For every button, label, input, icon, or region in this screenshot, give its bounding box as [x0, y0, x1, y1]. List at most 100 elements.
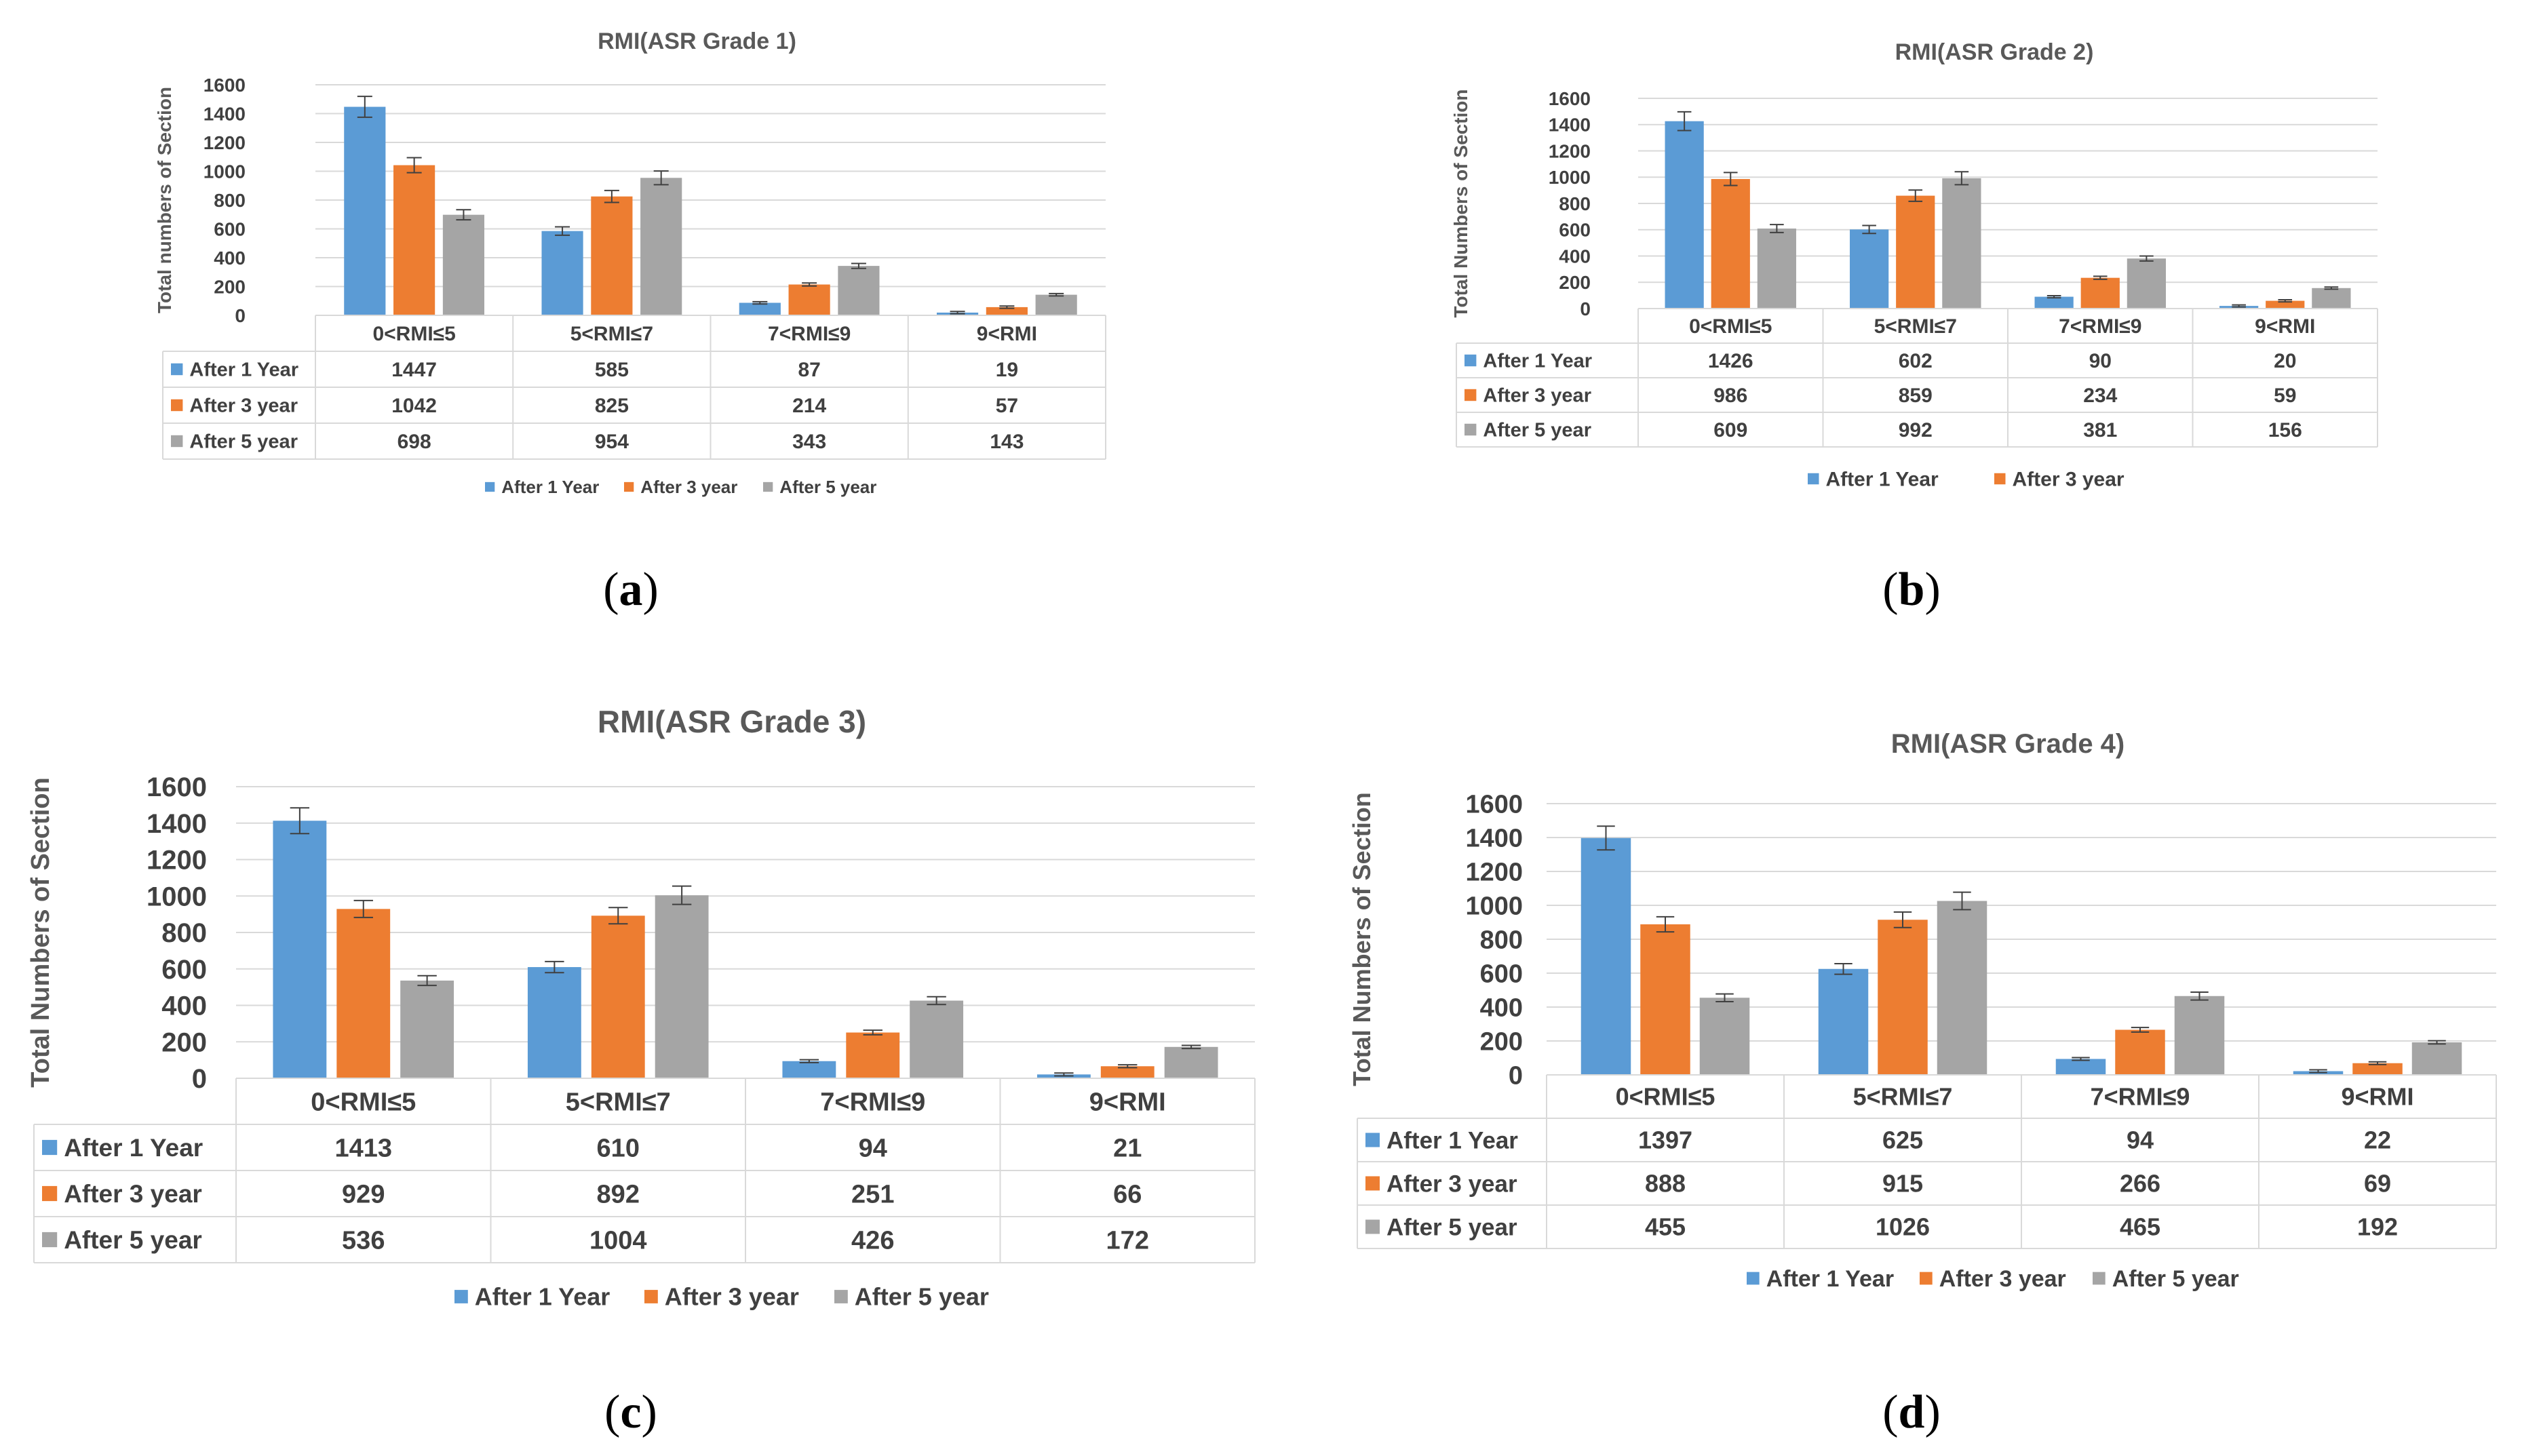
- caption-c: (c): [563, 1389, 699, 1436]
- chart-b-bar: [2034, 296, 2074, 309]
- chart-a-error-bar: [752, 300, 768, 305]
- chart-a-table-cell: 585: [595, 359, 629, 381]
- chart-b-table-cell: 859: [1899, 385, 1933, 407]
- chart-a-ytick-label: 0: [235, 305, 246, 326]
- chart-d-legend-swatch: [2093, 1272, 2106, 1285]
- chart-a-row-label: After 1 Year: [189, 359, 298, 381]
- chart-b-row-label: After 1 Year: [1483, 351, 1592, 372]
- chart-b-title: RMI(ASR Grade 2): [1895, 39, 2094, 65]
- chart-b-error-bar: [2046, 295, 2061, 299]
- chart-a-bar: [541, 231, 583, 315]
- chart-a-legend-swatch: [624, 481, 634, 492]
- chart-d-table-cell: 1026: [1876, 1213, 1930, 1241]
- chart-b-legend-label: After 1 Year: [1826, 469, 1939, 491]
- chart-a-ytick-label: 1600: [203, 75, 246, 96]
- chart-c-bar: [846, 1032, 900, 1078]
- chart-d-bar: [2115, 1029, 2165, 1075]
- chart-d-table-cell: 625: [1882, 1126, 1923, 1154]
- chart-d-error-bar: [2368, 1061, 2387, 1065]
- chart-d-table-cell: 465: [2120, 1213, 2160, 1241]
- chart-a-table-cell: 1042: [391, 395, 437, 417]
- chart-a-table-cell: 214: [792, 395, 826, 417]
- chart-c-row-swatch: [42, 1185, 58, 1202]
- chart-c-legend-swatch: [454, 1290, 468, 1303]
- chart-d-bar: [1580, 838, 1631, 1075]
- chart-a-error-bar: [456, 209, 471, 221]
- chart-c-error-bar: [1118, 1064, 1138, 1069]
- chart-a-bar: [393, 165, 435, 315]
- chart-b-row-label: After 3 year: [1483, 385, 1591, 407]
- chart-a-ytick-label: 600: [214, 218, 246, 239]
- chart-a-table-cell: 343: [792, 431, 826, 453]
- chart-d-bar: [2352, 1063, 2403, 1075]
- chart-d-category-label: 5<RMI≤7: [1853, 1083, 1953, 1111]
- chart-a-error-bar: [1049, 292, 1064, 297]
- chart-a-bar: [788, 284, 830, 315]
- caption-b-close: ): [1924, 564, 1941, 616]
- chart-b-category-label: 9<RMI: [2255, 315, 2315, 338]
- chart-b-legend-label: After 3 year: [2013, 469, 2125, 491]
- chart-c-ytick-label: 1200: [147, 846, 207, 875]
- chart-b-table-cell: 234: [2083, 385, 2117, 407]
- chart-b-ytick-label: 0: [1580, 298, 1591, 319]
- chart-b-svg: RMI(ASR Grade 2) Total Numbers of Section…: [1450, 39, 2378, 491]
- chart-b-ytick-label: 1600: [1549, 88, 1591, 109]
- chart-d-error-bar: [1715, 993, 1734, 1002]
- chart-a-error-bar: [851, 262, 866, 269]
- chart-a-bar: [591, 196, 633, 315]
- chart-c-row-swatch: [42, 1232, 58, 1248]
- chart-b-row-swatch: [1464, 389, 1477, 401]
- chart-c-ytick-label: 200: [161, 1027, 207, 1057]
- chart-a-legend-label: After 1 Year: [501, 477, 599, 497]
- chart-c-bar: [1100, 1066, 1155, 1078]
- chart-c-table-cell: 1004: [589, 1226, 647, 1255]
- chart-c-table-cell: 172: [1106, 1226, 1149, 1255]
- chart-b-table-cell: 992: [1899, 419, 1933, 441]
- chart-b-error-bar: [1908, 189, 1923, 202]
- chart-a-bar: [838, 266, 880, 315]
- chart-d-error-bar: [1656, 916, 1675, 933]
- chart-c-table-cell: 94: [859, 1134, 887, 1162]
- caption-a-close: ): [642, 564, 659, 616]
- chart-c-table-cell: 426: [851, 1226, 894, 1255]
- chart-d-bar: [2174, 996, 2225, 1075]
- chart-a-error-bar: [555, 226, 570, 236]
- chart-panel-b: RMI(ASR Grade 2) Total Numbers of Section…: [1261, 0, 2522, 529]
- chart-c-error-bar: [1054, 1072, 1074, 1077]
- chart-d-category-label: 0<RMI≤5: [1616, 1083, 1715, 1111]
- chart-d-error-bar: [1953, 891, 1971, 911]
- chart-a-legend-label: After 5 year: [779, 477, 876, 497]
- chart-c-error-bar: [863, 1029, 882, 1036]
- caption-d-open: (: [1882, 1386, 1899, 1438]
- chart-a-table-cell: 143: [990, 431, 1024, 453]
- chart-a-error-bar: [999, 305, 1015, 309]
- chart-b-bar: [1757, 229, 1796, 309]
- chart-d-legend-swatch: [1747, 1272, 1760, 1285]
- chart-b-table-cell: 20: [2274, 350, 2296, 372]
- chart-b-category-label: 5<RMI≤7: [1874, 315, 1957, 338]
- chart-a-table-cell: 19: [996, 359, 1018, 381]
- chart-c-error-bar: [672, 885, 692, 905]
- chart-c-ytick-label: 1400: [147, 809, 207, 839]
- chart-d-table-cell: 94: [2127, 1126, 2154, 1154]
- chart-d-ytick-label: 1600: [1465, 790, 1523, 819]
- chart-c-table-cell: 66: [1113, 1180, 1142, 1208]
- chart-c-category-label: 7<RMI≤9: [820, 1088, 925, 1116]
- chart-c-error-bar: [927, 996, 946, 1006]
- chart-c-table-cell: 21: [1113, 1134, 1142, 1162]
- chart-d-bar: [2411, 1042, 2462, 1075]
- chart-c-ytick-label: 800: [161, 918, 207, 948]
- chart-b-ytick-label: 400: [1559, 245, 1591, 267]
- chart-b-legend-swatch: [1808, 473, 1819, 485]
- chart-a-table-cell: 954: [595, 431, 629, 453]
- chart-a-ytick-label: 1400: [203, 103, 246, 124]
- chart-a-table-cell: 825: [595, 395, 629, 417]
- chart-b-bar: [1896, 195, 1935, 309]
- chart-b-error-bar: [1862, 224, 1876, 235]
- chart-d-legend-label: After 5 year: [2112, 1266, 2239, 1292]
- chart-b-row-swatch: [1464, 423, 1477, 436]
- chart-c-error-bar: [799, 1059, 819, 1063]
- chart-a-row-swatch: [171, 399, 183, 412]
- chart-c-legend-swatch: [644, 1290, 658, 1303]
- chart-a-ytick-label: 400: [214, 248, 246, 269]
